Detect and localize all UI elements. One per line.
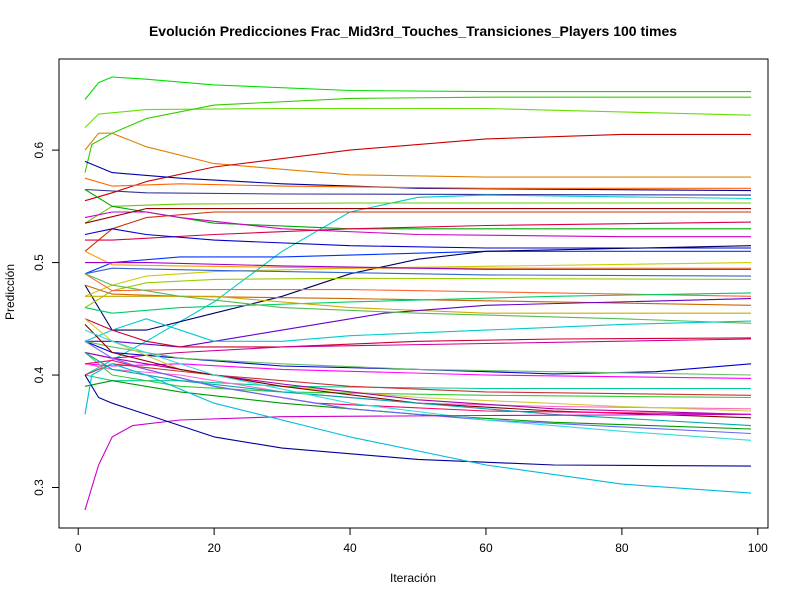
series-line-32 — [84, 338, 752, 359]
y-tick-label: 0.5 — [32, 254, 46, 271]
series-line-41 — [84, 351, 752, 415]
x-tick-label: 60 — [479, 541, 493, 555]
series-line-19 — [84, 262, 752, 297]
series-line-5 — [84, 133, 751, 202]
series-line-8 — [84, 188, 752, 196]
series-line-28 — [85, 298, 752, 348]
series-line-30 — [84, 318, 752, 342]
series-line-34 — [84, 340, 752, 376]
series-line-47 — [84, 329, 752, 441]
x-tick-label: 100 — [748, 541, 768, 555]
series-line-16 — [84, 228, 751, 249]
x-tick-label: 0 — [75, 541, 82, 555]
x-tick-label: 20 — [207, 541, 221, 555]
series-line-50 — [84, 363, 752, 494]
series-line-4 — [84, 132, 751, 178]
series-line-29 — [84, 273, 752, 324]
series-line-49 — [84, 374, 752, 467]
series-line-24 — [84, 273, 752, 297]
series-line-11 — [84, 189, 751, 230]
series-line-45 — [84, 380, 752, 430]
series-line-1 — [84, 76, 751, 100]
series-line-31 — [84, 318, 752, 348]
series-line-33 — [84, 340, 752, 375]
y-axis-label: Predicción — [3, 264, 17, 320]
series-line-27 — [85, 295, 751, 314]
series-line-26 — [84, 292, 752, 314]
series-line-42 — [84, 324, 752, 419]
y-tick-label: 0.4 — [32, 366, 46, 383]
series-line-18 — [84, 245, 752, 331]
series-line-20 — [84, 250, 751, 269]
y-tick-label: 0.6 — [32, 141, 46, 158]
series-line-10 — [84, 202, 751, 224]
series-lines — [84, 76, 752, 511]
series-line-3 — [84, 96, 751, 173]
series-line-9 — [84, 194, 752, 376]
series-line-22 — [84, 267, 752, 277]
chart-title: Evolución Predicciones Frac_Mid3rd_Touch… — [149, 23, 677, 39]
x-axis: 0 20 40 60 80 100 — [75, 527, 768, 555]
series-line-7 — [84, 177, 751, 189]
series-line-13 — [84, 208, 751, 224]
series-line-15 — [85, 221, 752, 241]
series-line-25 — [84, 284, 752, 306]
series-line-23 — [84, 277, 752, 309]
series-line-21 — [85, 262, 751, 270]
x-tick-label: 80 — [615, 541, 629, 555]
series-line-48 — [84, 413, 752, 511]
series-line-12 — [84, 211, 751, 238]
x-tick-label: 40 — [343, 541, 357, 555]
y-axis: 0.3 0.4 0.5 0.6 — [32, 141, 60, 496]
series-line-17 — [84, 250, 751, 275]
series-line-2 — [84, 107, 752, 128]
x-axis-label: Iteración — [390, 571, 436, 585]
series-line-44 — [84, 352, 752, 427]
y-tick-label: 0.3 — [32, 479, 46, 496]
series-line-14 — [84, 211, 751, 252]
